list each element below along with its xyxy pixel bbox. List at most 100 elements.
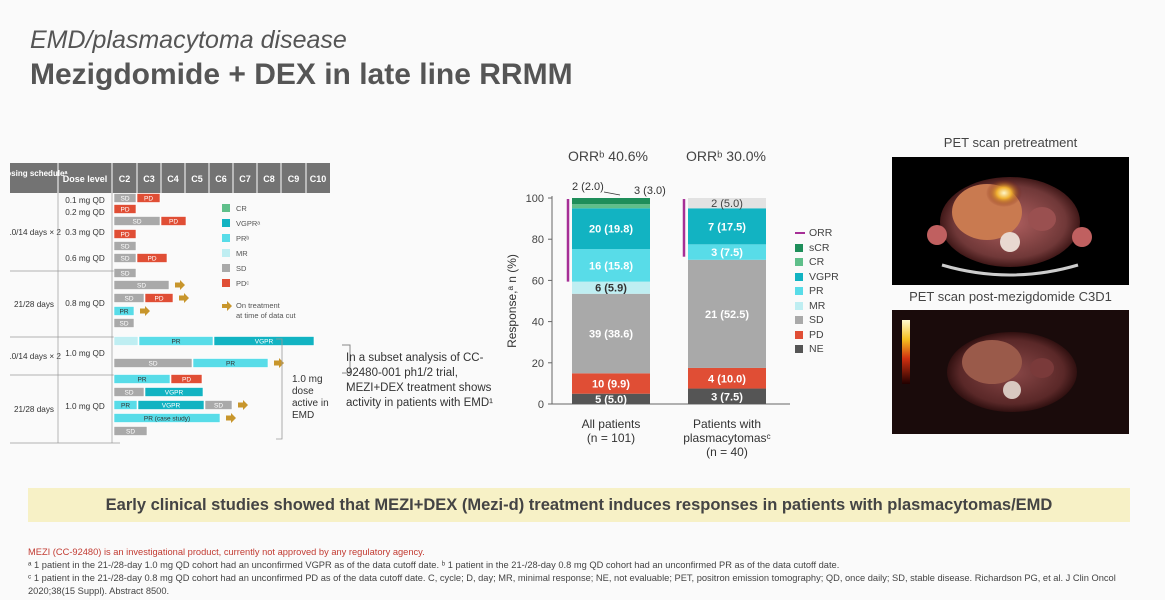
bar-value-label: 3 (3.0) bbox=[634, 185, 666, 197]
legend-swatch bbox=[795, 287, 803, 296]
swim-bar-sd bbox=[113, 268, 137, 278]
legend-item-vgpr: VGPR bbox=[795, 270, 865, 285]
bar-value-label: 2 (2.0) bbox=[572, 181, 604, 193]
legend-swatch bbox=[795, 316, 803, 325]
bar-value-label: 20 (19.8) bbox=[589, 224, 633, 236]
y-tick-label: 80 bbox=[532, 234, 544, 246]
schedule-label: 10/14 days × 2 bbox=[10, 228, 61, 237]
dose-label: 0.6 mg QD bbox=[65, 254, 105, 263]
swim-bar-label: PR bbox=[121, 403, 130, 410]
legend-label: CR bbox=[809, 256, 825, 269]
footnote-c: ᶜ 1 patient in the 21-/28-day 0.8 mg QD … bbox=[28, 573, 1116, 596]
category-label: Patients with bbox=[693, 417, 761, 431]
bar-segment-scr bbox=[572, 198, 650, 205]
legend-item-pd: PD bbox=[795, 328, 865, 343]
legend-swatch bbox=[795, 345, 803, 354]
swim-bar-pr bbox=[113, 400, 138, 410]
bar-segment-pd bbox=[688, 367, 766, 389]
swim-bar-label: SD bbox=[137, 283, 146, 290]
header-cycle: C8 bbox=[263, 174, 275, 184]
bar-value-label: 2 (5.0) bbox=[711, 198, 743, 210]
orr-all: ORRᵇ 40.6% bbox=[568, 148, 648, 164]
bracket-label: 1.0 mg dose active in EMD bbox=[292, 374, 329, 422]
bar-segment-mr bbox=[572, 281, 650, 294]
swim-bar-label: PR bbox=[119, 309, 128, 316]
legend-swatch-pd bbox=[222, 279, 230, 287]
swim-bar-pr bbox=[138, 336, 214, 346]
ongoing-arrow-icon bbox=[175, 280, 185, 290]
bar-segment-pr bbox=[572, 249, 650, 282]
swim-bar-label: VGPR bbox=[162, 403, 181, 410]
bar-segment-ne bbox=[688, 388, 766, 404]
category-label: plasmacytomasᶜ bbox=[683, 431, 771, 445]
swim-bar-pr bbox=[113, 306, 135, 316]
swim-bar-label: SD bbox=[124, 390, 133, 397]
swim-bar-label: SD bbox=[126, 429, 135, 436]
bar-segment-pd bbox=[572, 373, 650, 394]
y-tick-label: 20 bbox=[532, 358, 544, 370]
swim-bar-label: PD bbox=[144, 196, 153, 203]
bracket-label-line: 1.0 mg bbox=[292, 374, 323, 385]
y-tick-label: 60 bbox=[532, 275, 544, 287]
legend-label: PRᵇ bbox=[236, 234, 249, 243]
footnotes: MEZI (CC-92480) is an investigational pr… bbox=[28, 546, 1138, 598]
schedule-label: 21/28 days bbox=[14, 300, 54, 309]
pet-scan-image bbox=[902, 320, 1077, 412]
legend-label: VGPRᵃ bbox=[236, 219, 260, 228]
bar-segment-vgpr bbox=[688, 208, 766, 245]
y-axis-label: Response,ᵃ n (%) bbox=[505, 254, 519, 348]
swim-bar-label: PR bbox=[137, 377, 146, 384]
swim-bar-label: PR (case study) bbox=[144, 416, 190, 423]
bar-value-label: 5 (5.0) bbox=[595, 394, 627, 406]
swim-bar-sd bbox=[113, 193, 137, 203]
legend-label: PD bbox=[809, 328, 824, 341]
dose-label: 1.0 mg QD bbox=[65, 349, 105, 358]
swim-bar-label: PD bbox=[120, 232, 129, 239]
pet-scan-image bbox=[927, 177, 1092, 277]
orr-header: ORRᵇ 40.6% ORRᵇ 30.0% bbox=[560, 148, 820, 172]
swim-bar-sd bbox=[113, 280, 170, 290]
legend-swatch-sd bbox=[222, 264, 230, 272]
swim-bar-label: VGPR bbox=[165, 390, 184, 397]
swim-bar-label: SD bbox=[132, 219, 141, 226]
schedule-label: 10/14 days × 2 bbox=[10, 352, 61, 361]
swim-bar-label: VGPR bbox=[255, 339, 274, 346]
legend-item-mr: MR bbox=[795, 299, 865, 314]
swim-bar-vgpr bbox=[137, 400, 205, 410]
dose-label: 0.1 mg QD bbox=[65, 196, 105, 205]
header-cycle: C4 bbox=[167, 174, 179, 184]
dose-label: 0.2 mg QD bbox=[65, 208, 105, 217]
bar-segment-cr bbox=[572, 204, 650, 209]
swim-bar-label: PD bbox=[182, 377, 191, 384]
y-tick-label: 0 bbox=[538, 399, 544, 411]
swim-bar-pd bbox=[136, 193, 161, 203]
y-tick-label: 100 bbox=[526, 193, 544, 205]
header-cycle: C6 bbox=[215, 174, 227, 184]
header-band bbox=[10, 163, 330, 193]
header-cycle: C3 bbox=[143, 174, 155, 184]
bracket-label-line: dose bbox=[292, 386, 314, 397]
footnote-a-b: ᵃ 1 patient in the 21-/28-day 1.0 mg QD … bbox=[28, 560, 840, 570]
legend-swatch-mr bbox=[222, 249, 230, 257]
legend-label: ORR bbox=[809, 227, 833, 240]
legend-label: MR bbox=[236, 249, 248, 258]
footnote-investigational: MEZI (CC-92480) is an investigational pr… bbox=[28, 547, 425, 557]
header-cycle: C7 bbox=[239, 174, 251, 184]
legend-item-ne: NE bbox=[795, 342, 865, 357]
swim-bar-sd bbox=[113, 241, 137, 251]
swim-bar-pd bbox=[144, 293, 174, 303]
callout-line bbox=[603, 191, 621, 196]
swim-bar-pd bbox=[113, 204, 137, 214]
legend-label: VGPR bbox=[809, 270, 839, 283]
pet-scan-post-image bbox=[892, 310, 1129, 434]
bar-value-label: 21 (52.5) bbox=[705, 309, 749, 321]
key-message-banner: Early clinical studies showed that MEZI+… bbox=[28, 488, 1130, 522]
dose-label: 1.0 mg QD bbox=[65, 402, 105, 411]
swim-bar-label: SD bbox=[148, 361, 157, 368]
swim-bar-vgpr bbox=[144, 387, 204, 397]
swim-bar-vgpr bbox=[213, 336, 315, 346]
swim-bar-sd bbox=[113, 318, 135, 328]
bar-value-label: 7 (17.5) bbox=[708, 221, 746, 233]
